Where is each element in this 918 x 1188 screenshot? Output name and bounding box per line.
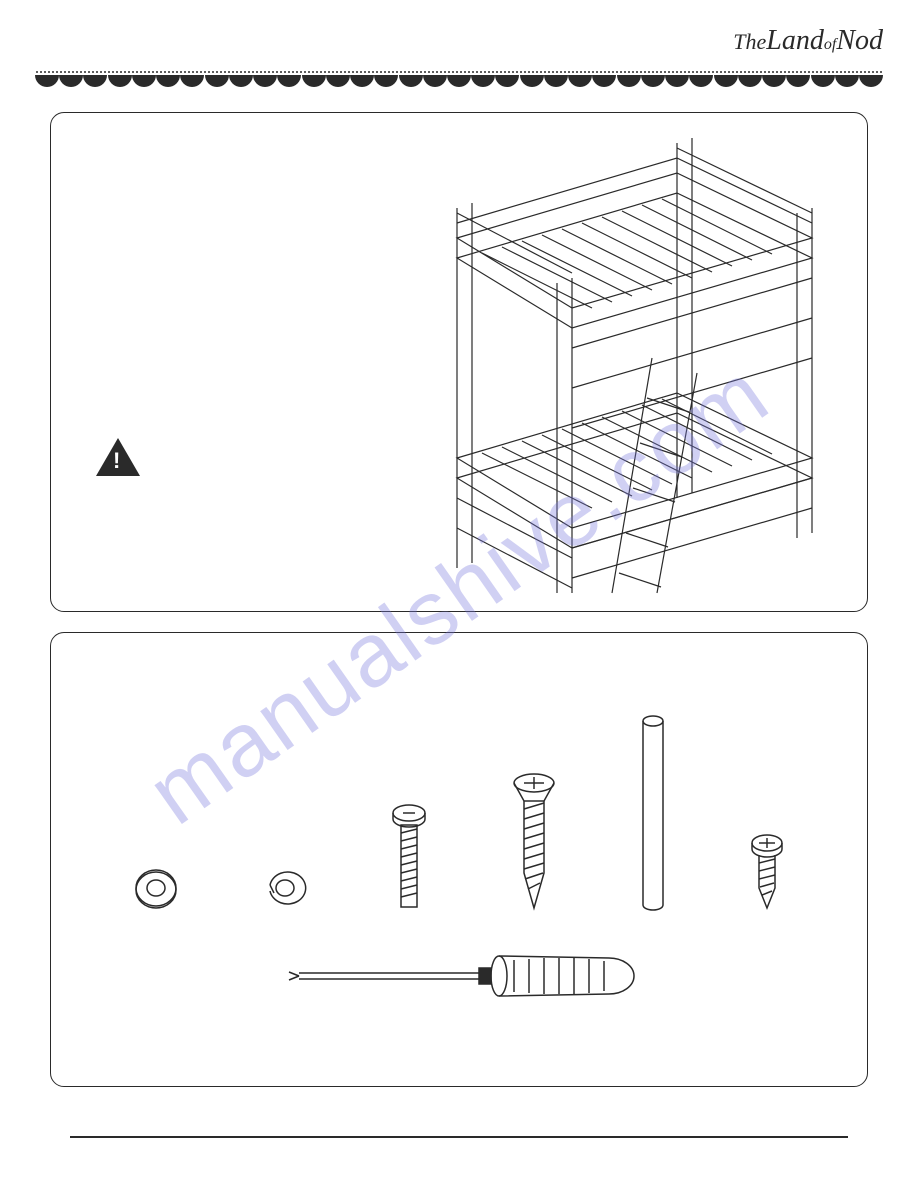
scallop — [762, 75, 786, 87]
hardware-panel — [50, 632, 868, 1087]
machine-bolt-icon — [389, 803, 429, 913]
scallop — [350, 75, 374, 87]
bunk-bed-diagram — [397, 128, 847, 598]
wood-screw-icon — [509, 773, 559, 913]
scallop — [859, 75, 883, 87]
logo-of: of — [824, 36, 836, 53]
scallop — [495, 75, 519, 87]
scallop — [714, 75, 738, 87]
decorative-border — [35, 70, 883, 90]
scallop — [738, 75, 762, 87]
footer-divider — [70, 1136, 848, 1138]
scallop — [35, 75, 59, 87]
scallop-row — [35, 75, 883, 87]
scallop — [617, 75, 641, 87]
scallop — [326, 75, 350, 87]
scallop — [786, 75, 810, 87]
scallop — [592, 75, 616, 87]
brand-logo: TheLandofNod — [733, 25, 883, 57]
scallop — [520, 75, 544, 87]
scallop — [59, 75, 83, 87]
scallop — [568, 75, 592, 87]
hardware-row — [51, 693, 867, 913]
scallop — [665, 75, 689, 87]
scallop — [302, 75, 326, 87]
short-screw-icon — [747, 833, 787, 913]
logo-the: The — [733, 29, 766, 54]
flat-washer-icon — [131, 863, 181, 913]
spring-washer-icon — [260, 863, 310, 913]
scallop — [205, 75, 229, 87]
scallop — [471, 75, 495, 87]
scallop — [423, 75, 447, 87]
scallop — [399, 75, 423, 87]
scallop — [811, 75, 835, 87]
scallop — [229, 75, 253, 87]
scallop — [253, 75, 277, 87]
scallop — [374, 75, 398, 87]
scallop — [689, 75, 713, 87]
scallop — [544, 75, 568, 87]
logo-nod: Nod — [836, 25, 883, 56]
scallop — [641, 75, 665, 87]
screwdriver-icon — [279, 946, 639, 1006]
warning-icon — [96, 438, 140, 476]
dot-row — [35, 70, 883, 73]
scallop — [132, 75, 156, 87]
scallop — [83, 75, 107, 87]
scallop — [447, 75, 471, 87]
product-panel — [50, 112, 868, 612]
scallop — [835, 75, 859, 87]
scallop — [277, 75, 301, 87]
dowel-icon — [638, 713, 668, 913]
scallop — [108, 75, 132, 87]
logo-land: Land — [766, 25, 824, 56]
scallop — [156, 75, 180, 87]
scallop — [180, 75, 204, 87]
